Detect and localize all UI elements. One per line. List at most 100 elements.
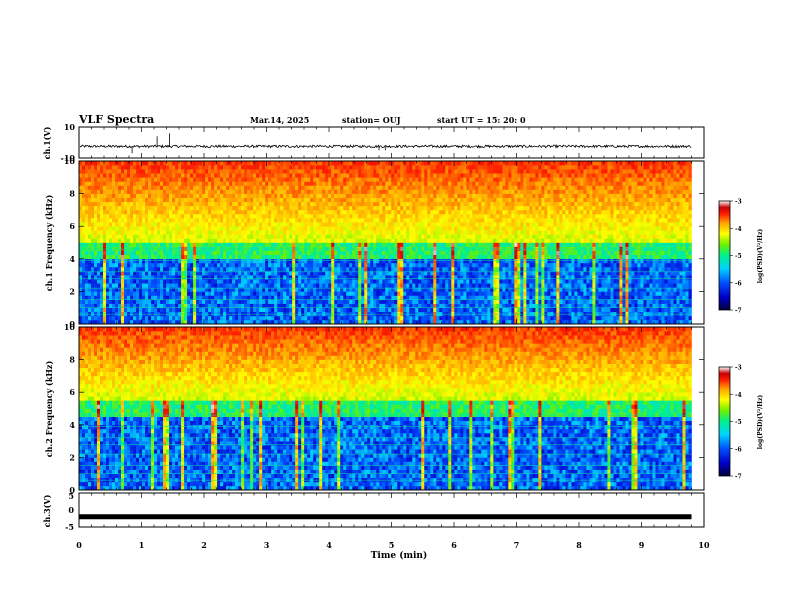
spectrogram-cell	[412, 287, 416, 292]
spectrogram-cell	[184, 295, 188, 300]
spectrogram-cell	[337, 173, 341, 178]
spectrogram-cell	[100, 181, 104, 186]
spectrogram-cell	[103, 234, 107, 239]
spectrogram-cell	[427, 222, 431, 227]
spectrogram-cell	[343, 181, 347, 186]
spectrogram-cell	[313, 205, 317, 211]
spectrogram-cell	[127, 254, 131, 260]
spectrogram-cell	[274, 209, 278, 215]
spectrogram-cell	[244, 250, 248, 256]
spectrogram-cell	[82, 299, 86, 304]
spectrogram-cell	[214, 254, 218, 260]
spectrogram-cell	[154, 238, 158, 243]
spectrogram-cell	[295, 275, 299, 280]
spectrogram-cell	[226, 283, 230, 288]
spectrogram-cell	[235, 275, 239, 280]
spectrogram-cell	[325, 303, 329, 309]
spectrogram-cell	[286, 201, 290, 207]
spectrogram-cell	[433, 271, 437, 276]
spectrogram-cell	[436, 295, 440, 300]
spectrogram-cell	[181, 193, 185, 198]
spectrogram-cell	[433, 165, 437, 170]
spectrogram-cell	[340, 201, 344, 207]
spectrogram-cell	[142, 295, 146, 300]
spectrogram-cell	[139, 307, 143, 313]
spectrogram-cell	[313, 234, 317, 239]
spectrogram-cell	[160, 254, 164, 260]
spectrogram-cell	[151, 197, 155, 203]
spectrogram-cell	[172, 226, 176, 231]
spectrogram-cell	[349, 262, 353, 268]
spectrogram-cell	[115, 299, 119, 304]
spectrogram-cell	[199, 238, 203, 243]
spectrogram-cell	[316, 222, 320, 227]
spectrogram-cell	[106, 185, 110, 190]
spectrogram-cell	[124, 275, 128, 280]
spectrogram-cell	[271, 173, 275, 178]
spectrogram-cell	[124, 271, 128, 276]
spectrogram-cell	[142, 234, 146, 239]
spectrogram-cell	[277, 234, 281, 239]
spectrogram-cell	[286, 173, 290, 178]
spectrogram-cell	[166, 165, 170, 170]
spectrogram-cell	[91, 319, 95, 325]
spectrogram-cell	[349, 242, 353, 247]
spectrogram-cell	[193, 173, 197, 178]
spectrogram-cell	[247, 197, 251, 203]
spectrogram-cell	[364, 262, 368, 268]
spectrogram-cell	[217, 197, 221, 203]
spectrogram-cell	[229, 230, 233, 235]
spectrogram-cell	[262, 165, 266, 170]
spectrogram-cell	[334, 205, 338, 211]
spectrogram-cell	[136, 169, 140, 174]
spectrogram-cell	[361, 250, 365, 256]
spectrogram-cell	[97, 165, 101, 170]
spectrogram-cell	[223, 262, 227, 268]
spectrogram-cell	[283, 205, 287, 211]
spectrogram-cell	[136, 209, 140, 215]
spectrogram-cell	[97, 218, 101, 223]
spectrogram-cell	[91, 283, 95, 288]
spectrogram-cell	[301, 295, 305, 300]
spectrogram-cell	[103, 193, 107, 198]
spectrogram-cell	[160, 250, 164, 256]
spectrogram-cell	[403, 266, 407, 272]
spectrogram-cell	[262, 283, 266, 288]
spectrogram-cell	[358, 161, 362, 166]
spectrogram-cell	[379, 193, 383, 198]
spectrogram-cell	[298, 197, 302, 203]
spectrogram-cell	[82, 177, 86, 182]
spectrogram-cell	[91, 169, 95, 174]
spectrogram-cell	[289, 299, 293, 304]
spectrogram-cell	[91, 161, 95, 166]
spectrogram-cell	[142, 165, 146, 170]
spectrogram-cell	[241, 299, 245, 304]
spectrogram-cell	[295, 262, 299, 268]
spectrogram-cell	[274, 315, 278, 321]
spectrogram-cell	[304, 209, 308, 215]
spectrogram-cell	[436, 201, 440, 207]
spectrogram-cell	[334, 209, 338, 215]
spectrogram-cell	[121, 258, 125, 264]
spectrogram-cell	[403, 258, 407, 264]
spectrogram-cell	[178, 213, 182, 219]
spectrogram-cell	[280, 315, 284, 321]
spectrogram-cell	[388, 218, 392, 223]
spectrogram-cell	[178, 161, 182, 166]
spectrogram-cell	[382, 279, 386, 284]
spectrogram-cell	[223, 271, 227, 276]
spectrogram-cell	[397, 213, 401, 219]
spectrogram-cell	[385, 165, 389, 170]
spectrogram-cell	[349, 201, 353, 207]
spectrogram-cell	[184, 250, 188, 256]
spectrogram-cell	[343, 213, 347, 219]
spectrogram-cell	[79, 275, 83, 280]
spectrogram-cell	[226, 266, 230, 272]
spectrogram-cell	[94, 287, 98, 292]
spectrogram-cell	[436, 161, 440, 166]
spectrogram-cell	[151, 254, 155, 260]
spectrogram-cell	[346, 189, 350, 194]
spectrogram-cell	[211, 275, 215, 280]
spectrogram-cell	[193, 262, 197, 268]
spectrogram-cell	[79, 234, 83, 239]
